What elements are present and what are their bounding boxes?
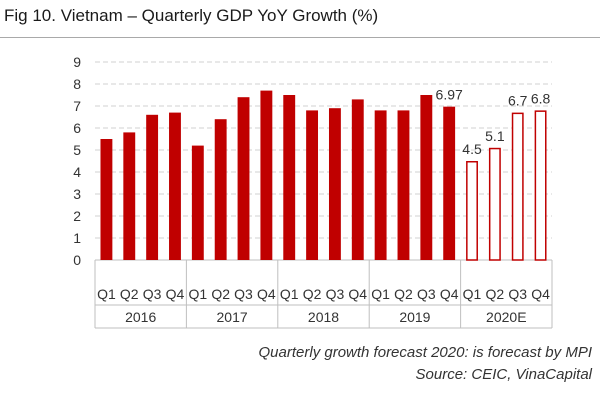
data-label: 6.97 bbox=[436, 87, 463, 103]
quarter-label: Q2 bbox=[394, 286, 413, 302]
bar bbox=[511, 112, 524, 261]
quarter-label: Q1 bbox=[280, 286, 299, 302]
bar bbox=[488, 147, 501, 261]
year-group-label: 2018 bbox=[308, 309, 339, 325]
data-label: 6.7 bbox=[508, 93, 528, 109]
quarter-label: Q2 bbox=[120, 286, 139, 302]
bar bbox=[374, 110, 387, 261]
quarter-label: Q3 bbox=[234, 286, 253, 302]
quarter-label: Q3 bbox=[326, 286, 345, 302]
bar bbox=[169, 112, 181, 260]
quarter-label: Q4 bbox=[257, 286, 276, 302]
quarter-label: Q2 bbox=[486, 286, 505, 302]
title-divider bbox=[0, 37, 600, 38]
data-label: 5.1 bbox=[485, 128, 505, 144]
quarter-label: Q2 bbox=[303, 286, 322, 302]
y-tick-label: 8 bbox=[73, 76, 81, 92]
y-tick-label: 3 bbox=[73, 186, 81, 202]
y-tick-label: 2 bbox=[73, 208, 81, 224]
y-tick-label: 7 bbox=[73, 98, 81, 114]
y-tick-label: 5 bbox=[73, 142, 81, 158]
quarter-label: Q1 bbox=[188, 286, 207, 302]
quarter-label: Q1 bbox=[463, 286, 482, 302]
year-group-label: 2016 bbox=[125, 309, 156, 325]
y-tick-label: 4 bbox=[73, 164, 81, 180]
bar bbox=[100, 139, 113, 260]
bar bbox=[214, 119, 227, 260]
chart-title: Fig 10. Vietnam – Quarterly GDP YoY Grow… bbox=[4, 6, 379, 25]
bar bbox=[328, 108, 341, 260]
y-tick-label: 0 bbox=[73, 252, 81, 268]
forecast-note: Quarterly growth forecast 2020: is forec… bbox=[258, 344, 592, 361]
year-group-label: 2020E bbox=[486, 309, 526, 325]
y-tick-label: 1 bbox=[73, 230, 81, 246]
bar bbox=[466, 161, 478, 261]
bar bbox=[420, 95, 433, 260]
quarter-label: Q1 bbox=[371, 286, 390, 302]
bar bbox=[283, 95, 296, 260]
quarter-label: Q1 bbox=[97, 286, 116, 302]
bar bbox=[260, 90, 273, 260]
quarter-label: Q4 bbox=[440, 286, 459, 302]
bar bbox=[443, 106, 456, 260]
year-group-label: 2017 bbox=[217, 309, 248, 325]
quarter-label: Q3 bbox=[143, 286, 162, 302]
quarter-label: Q3 bbox=[508, 286, 527, 302]
bar bbox=[191, 145, 204, 260]
source-note: Source: CEIC, VinaCapital bbox=[415, 366, 592, 383]
y-tick-label: 9 bbox=[73, 54, 81, 70]
quarter-label: Q4 bbox=[348, 286, 367, 302]
bar bbox=[146, 114, 159, 260]
bar bbox=[237, 97, 250, 260]
quarter-label: Q4 bbox=[166, 286, 185, 302]
data-label: 6.8 bbox=[531, 90, 551, 106]
data-label: 4.5 bbox=[462, 141, 482, 157]
bar bbox=[534, 110, 547, 261]
bar bbox=[397, 110, 410, 261]
bar bbox=[306, 110, 319, 261]
quarter-label: Q4 bbox=[531, 286, 550, 302]
quarter-label: Q2 bbox=[211, 286, 230, 302]
y-tick-label: 6 bbox=[73, 120, 81, 136]
bar bbox=[123, 132, 136, 260]
bar bbox=[351, 99, 364, 261]
quarter-label: Q3 bbox=[417, 286, 436, 302]
year-group-label: 2019 bbox=[399, 309, 430, 325]
